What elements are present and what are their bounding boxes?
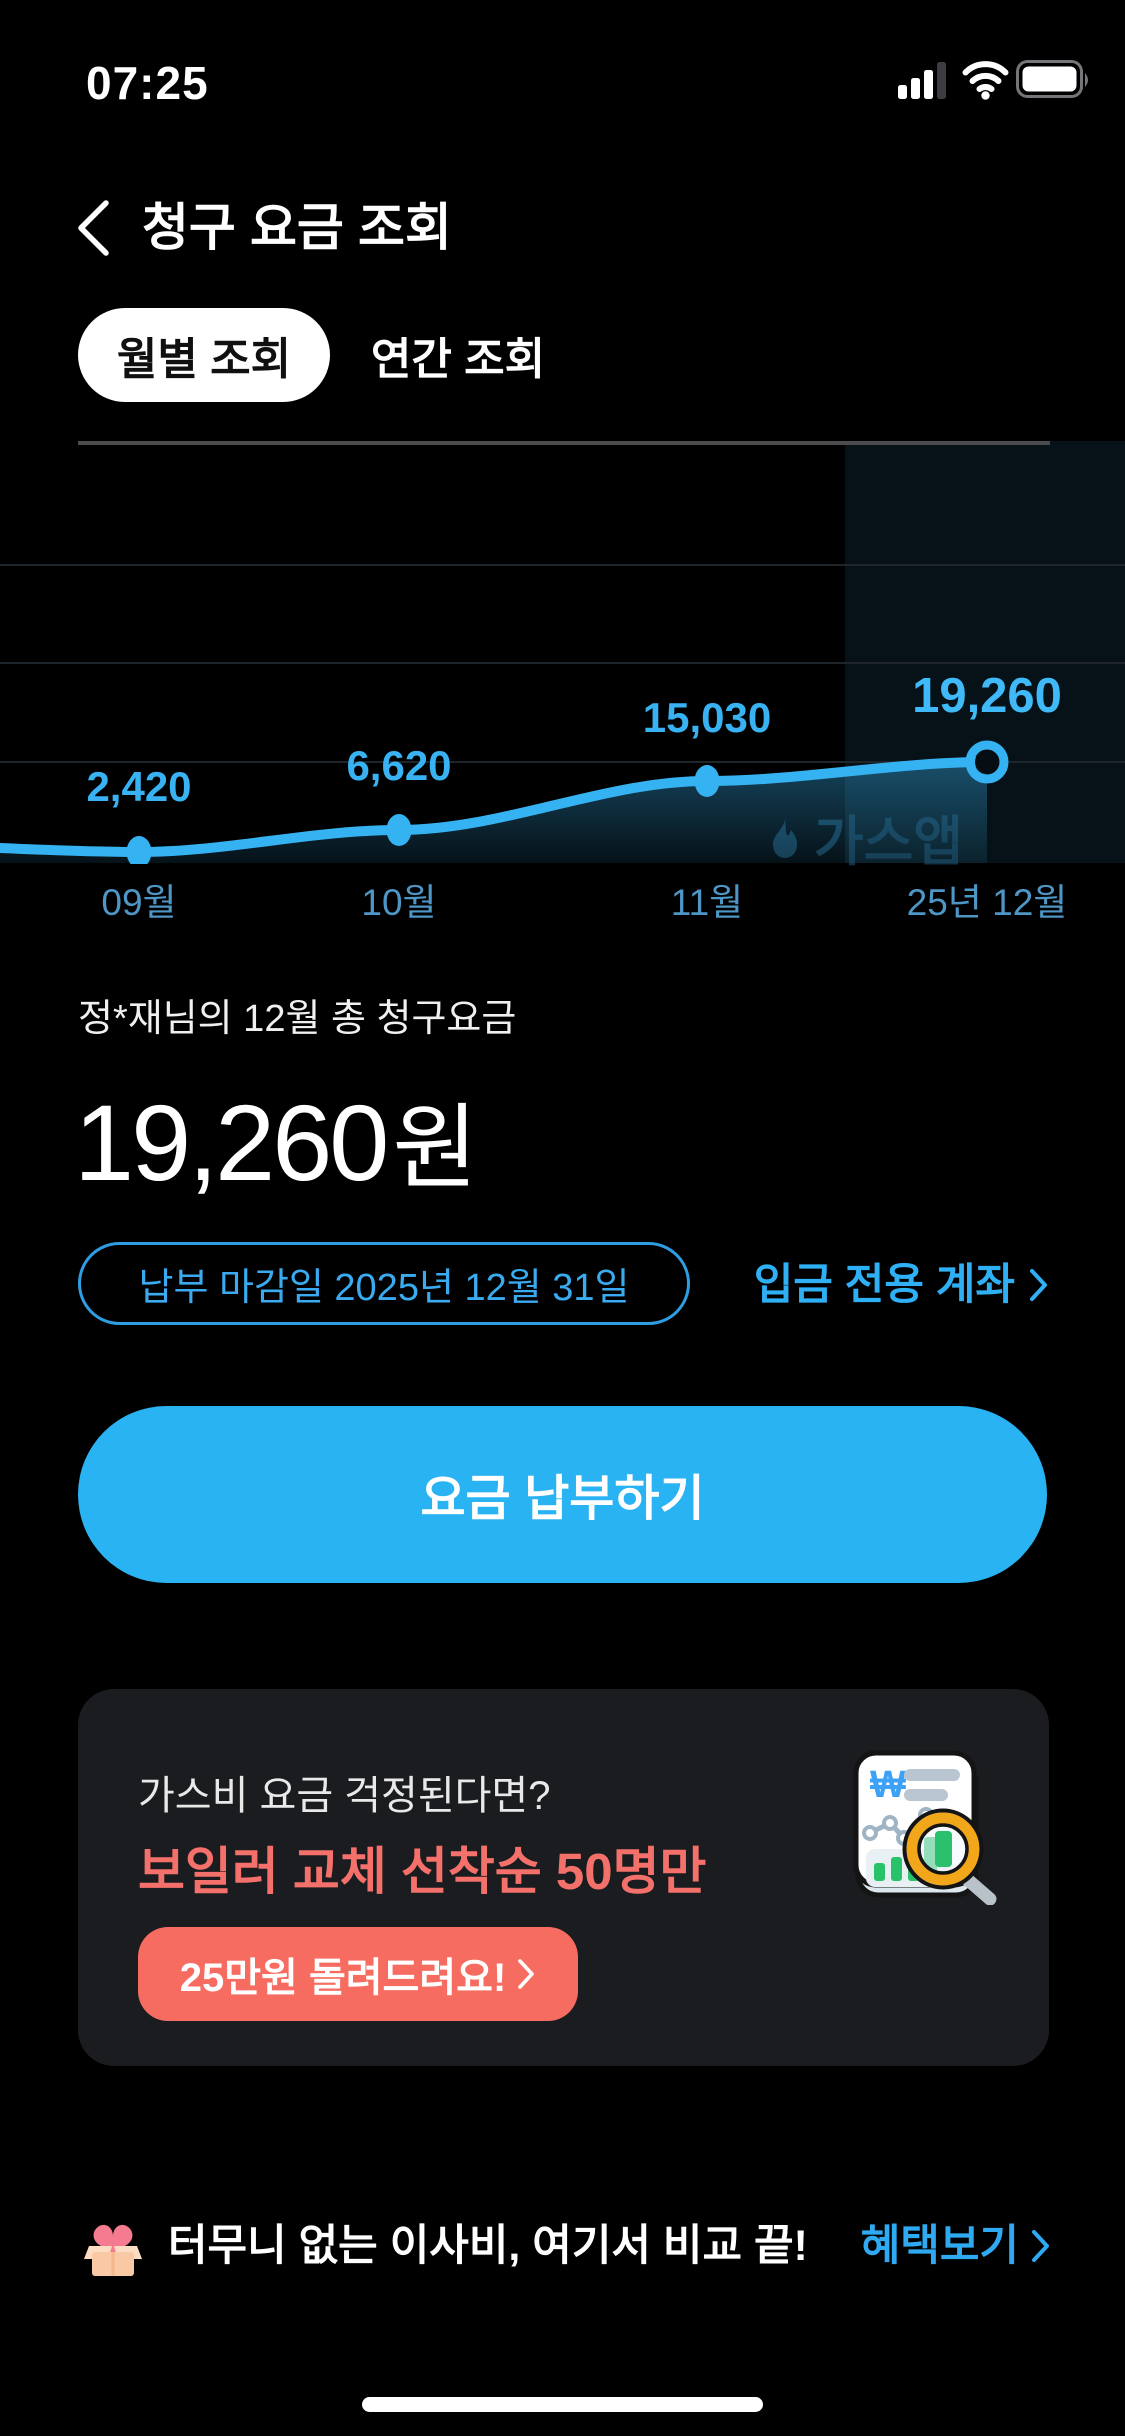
pay-bill-button-label: 요금 납부하기 <box>420 1472 705 1526</box>
promo-cashback-label: 25만원 돌려드려요! <box>179 1956 507 2000</box>
tab-monthly-label: 월별 조회 <box>116 335 292 384</box>
tab-yearly-label: 연간 조회 <box>370 335 546 384</box>
data-point-oct <box>386 814 412 846</box>
billing-line-chart <box>0 740 1009 864</box>
chart-value-label: 2,420 <box>86 763 192 810</box>
tab-yearly[interactable]: 연간 조회 <box>330 308 586 402</box>
back-button[interactable] <box>70 198 118 258</box>
data-point-dec <box>965 740 1009 784</box>
data-point-sep <box>126 836 152 864</box>
status-time: 07:25 <box>86 57 209 109</box>
chevron-right-icon <box>518 1959 535 1989</box>
benefits-link-label: 혜택보기 <box>860 2222 1019 2270</box>
chevron-right-icon <box>1030 1269 1047 1301</box>
chevron-right-icon <box>1032 2230 1049 2262</box>
cellular-signal-icon <box>898 62 946 99</box>
battery-icon <box>1016 60 1088 98</box>
gift-box-icon <box>84 2224 142 2276</box>
chart-x-label[interactable]: 11월 <box>670 882 744 923</box>
promo-highlight: 보일러 교체 선착순 50명만 <box>138 1843 707 1900</box>
pay-bill-button[interactable]: 요금 납부하기 <box>78 1406 1047 1583</box>
due-date-label: 납부 마감일 2025년 12월 31일 <box>138 1267 630 1309</box>
total-amount: 19,260 원 <box>74 1072 478 1203</box>
chart-gridline <box>0 761 1125 763</box>
data-point-nov <box>694 765 720 797</box>
deposit-account-label: 입금 전용 계좌 <box>753 1261 1015 1309</box>
chart-value-label: 6,620 <box>346 742 452 789</box>
chart-x-label-selected[interactable]: 25년 12월 <box>906 882 1068 923</box>
moving-cost-banner-text: 터무니 없는 이사비, 여기서 비교 끝! <box>168 2222 808 2270</box>
total-amount-value: 19,260 <box>74 1082 389 1203</box>
chart-gridline <box>0 662 1125 664</box>
page-title: 청구 요금 조회 <box>142 199 452 256</box>
home-indicator[interactable] <box>362 2397 763 2412</box>
chart-value-label: 15,030 <box>642 694 772 741</box>
chart-value-label-selected: 19,260 <box>912 669 1062 723</box>
promo-title: 가스비 요금 걱정된다면? <box>138 1774 551 1818</box>
promo-cashback-button[interactable]: 25만원 돌려드려요! <box>138 1927 578 2021</box>
data-point-dec-inner <box>975 750 999 774</box>
wifi-icon <box>962 61 1009 100</box>
chart-x-label[interactable]: 10월 <box>361 882 437 923</box>
report-magnifier-icon: ₩ <box>853 1750 997 1905</box>
won-symbol: ₩ <box>870 1764 906 1806</box>
customer-bill-caption: 정*재님의 12월 총 청구요금 <box>78 998 517 1040</box>
due-date-badge: 납부 마감일 2025년 12월 31일 <box>78 1242 690 1325</box>
chart-top-border <box>78 441 1050 445</box>
total-amount-suffix: 원 <box>392 1096 478 1200</box>
chart-x-label[interactable]: 09월 <box>101 882 177 923</box>
benefits-link[interactable]: 혜택보기 <box>861 2222 1051 2270</box>
chart-gridline <box>0 564 1125 566</box>
deposit-account-link[interactable]: 입금 전용 계좌 <box>754 1261 1049 1309</box>
tab-monthly[interactable]: 월별 조회 <box>78 308 330 402</box>
